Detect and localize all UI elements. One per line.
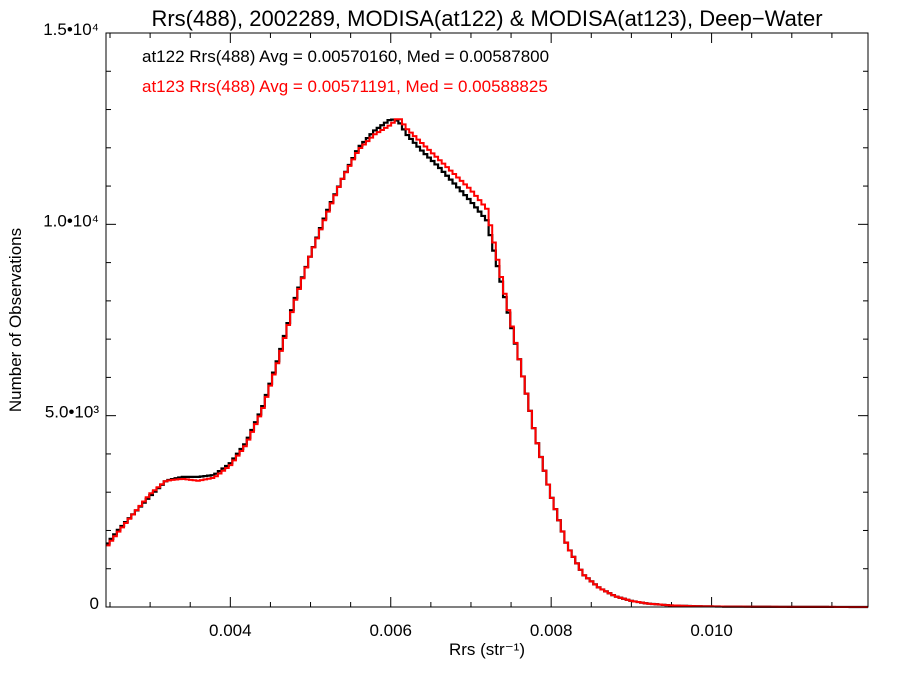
- x-tick-label: 0.004: [209, 621, 252, 640]
- y-tick-label: 1.0•10⁴: [43, 211, 99, 230]
- x-tick-label: 0.006: [369, 621, 412, 640]
- y-axis: 0 5.0•10³ 1.0•10⁴ 1.5•10⁴: [43, 20, 868, 613]
- x-tick-label: 0.008: [530, 621, 573, 640]
- x-axis: 0.004 0.006 0.008 0.010: [109, 33, 833, 640]
- y-tick-label: 0: [90, 594, 99, 613]
- legend-annotation-at123: at123 Rrs(488) Avg = 0.00571191, Med = 0…: [142, 77, 548, 96]
- y-tick-label: 5.0•10³: [45, 403, 99, 422]
- chart-title: Rrs(488), 2002289, MODISA(at122) & MODIS…: [151, 6, 822, 31]
- legend-annotation-at122: at122 Rrs(488) Avg = 0.00570160, Med = 0…: [142, 47, 549, 66]
- x-axis-label: Rrs (str⁻¹): [449, 640, 525, 659]
- plot-frame: [105, 32, 869, 608]
- x-tick-label: 0.010: [690, 621, 733, 640]
- y-tick-label: 1.5•10⁴: [43, 20, 99, 39]
- y-axis-label: Number of Observations: [6, 228, 25, 412]
